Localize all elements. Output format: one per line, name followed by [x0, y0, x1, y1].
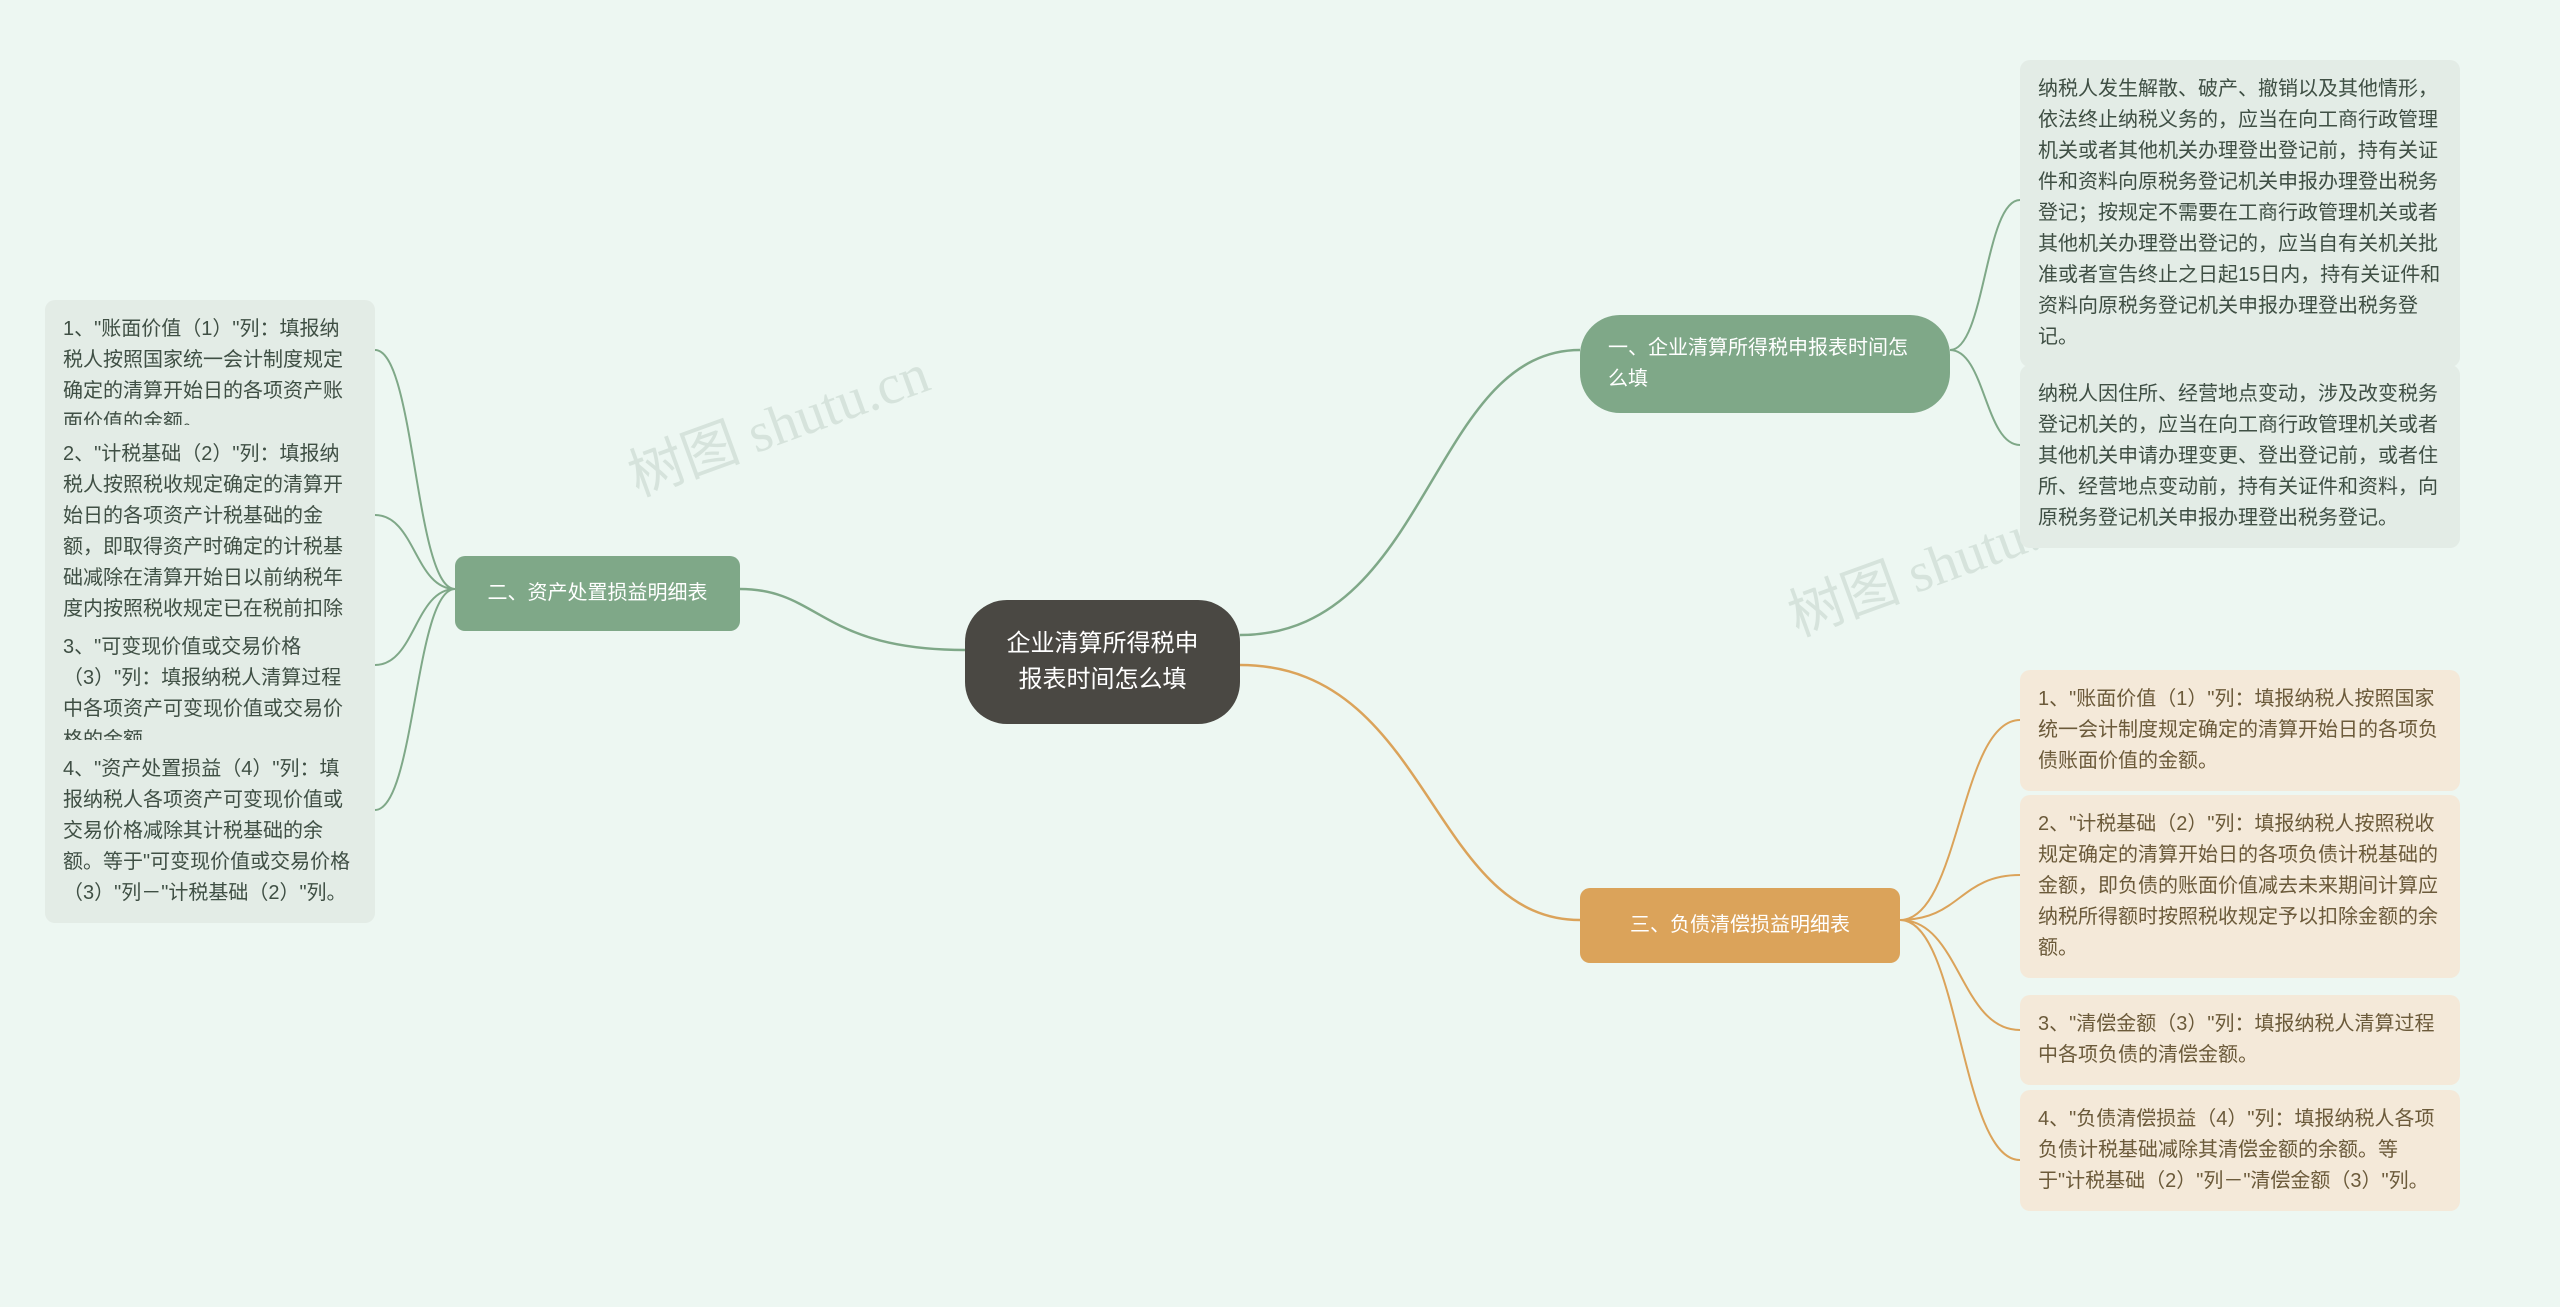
branch-3-leaf-3: 4、"负债清偿损益（4）"列：填报纳税人各项负债计税基础减除其清偿金额的余额。等…	[2020, 1090, 2460, 1211]
branch-3: 三、负债清偿损益明细表	[1580, 888, 1900, 963]
branch-3-leaf-0: 1、"账面价值（1）"列：填报纳税人按照国家统一会计制度规定确定的清算开始日的各…	[2020, 670, 2460, 791]
root-node: 企业清算所得税申报表时间怎么填	[965, 600, 1240, 724]
branch-3-leaf-1: 2、"计税基础（2）"列：填报纳税人按照税收规定确定的清算开始日的各项负债计税基…	[2020, 795, 2460, 978]
branch-2-leaf-3: 4、"资产处置损益（4）"列：填报纳税人各项资产可变现价值或交易价格减除其计税基…	[45, 740, 375, 923]
branch-1: 一、企业清算所得税申报表时间怎么填	[1580, 315, 1950, 413]
branch-2: 二、资产处置损益明细表	[455, 556, 740, 631]
branch-1-leaf-0: 纳税人发生解散、破产、撤销以及其他情形，依法终止纳税义务的，应当在向工商行政管理…	[2020, 60, 2460, 367]
watermark: 树图 shutu.cn	[616, 329, 939, 513]
branch-3-leaf-2: 3、"清偿金额（3）"列：填报纳税人清算过程中各项负债的清偿金额。	[2020, 995, 2460, 1085]
branch-1-leaf-1: 纳税人因住所、经营地点变动，涉及改变税务登记机关的，应当在向工商行政管理机关或者…	[2020, 365, 2460, 548]
